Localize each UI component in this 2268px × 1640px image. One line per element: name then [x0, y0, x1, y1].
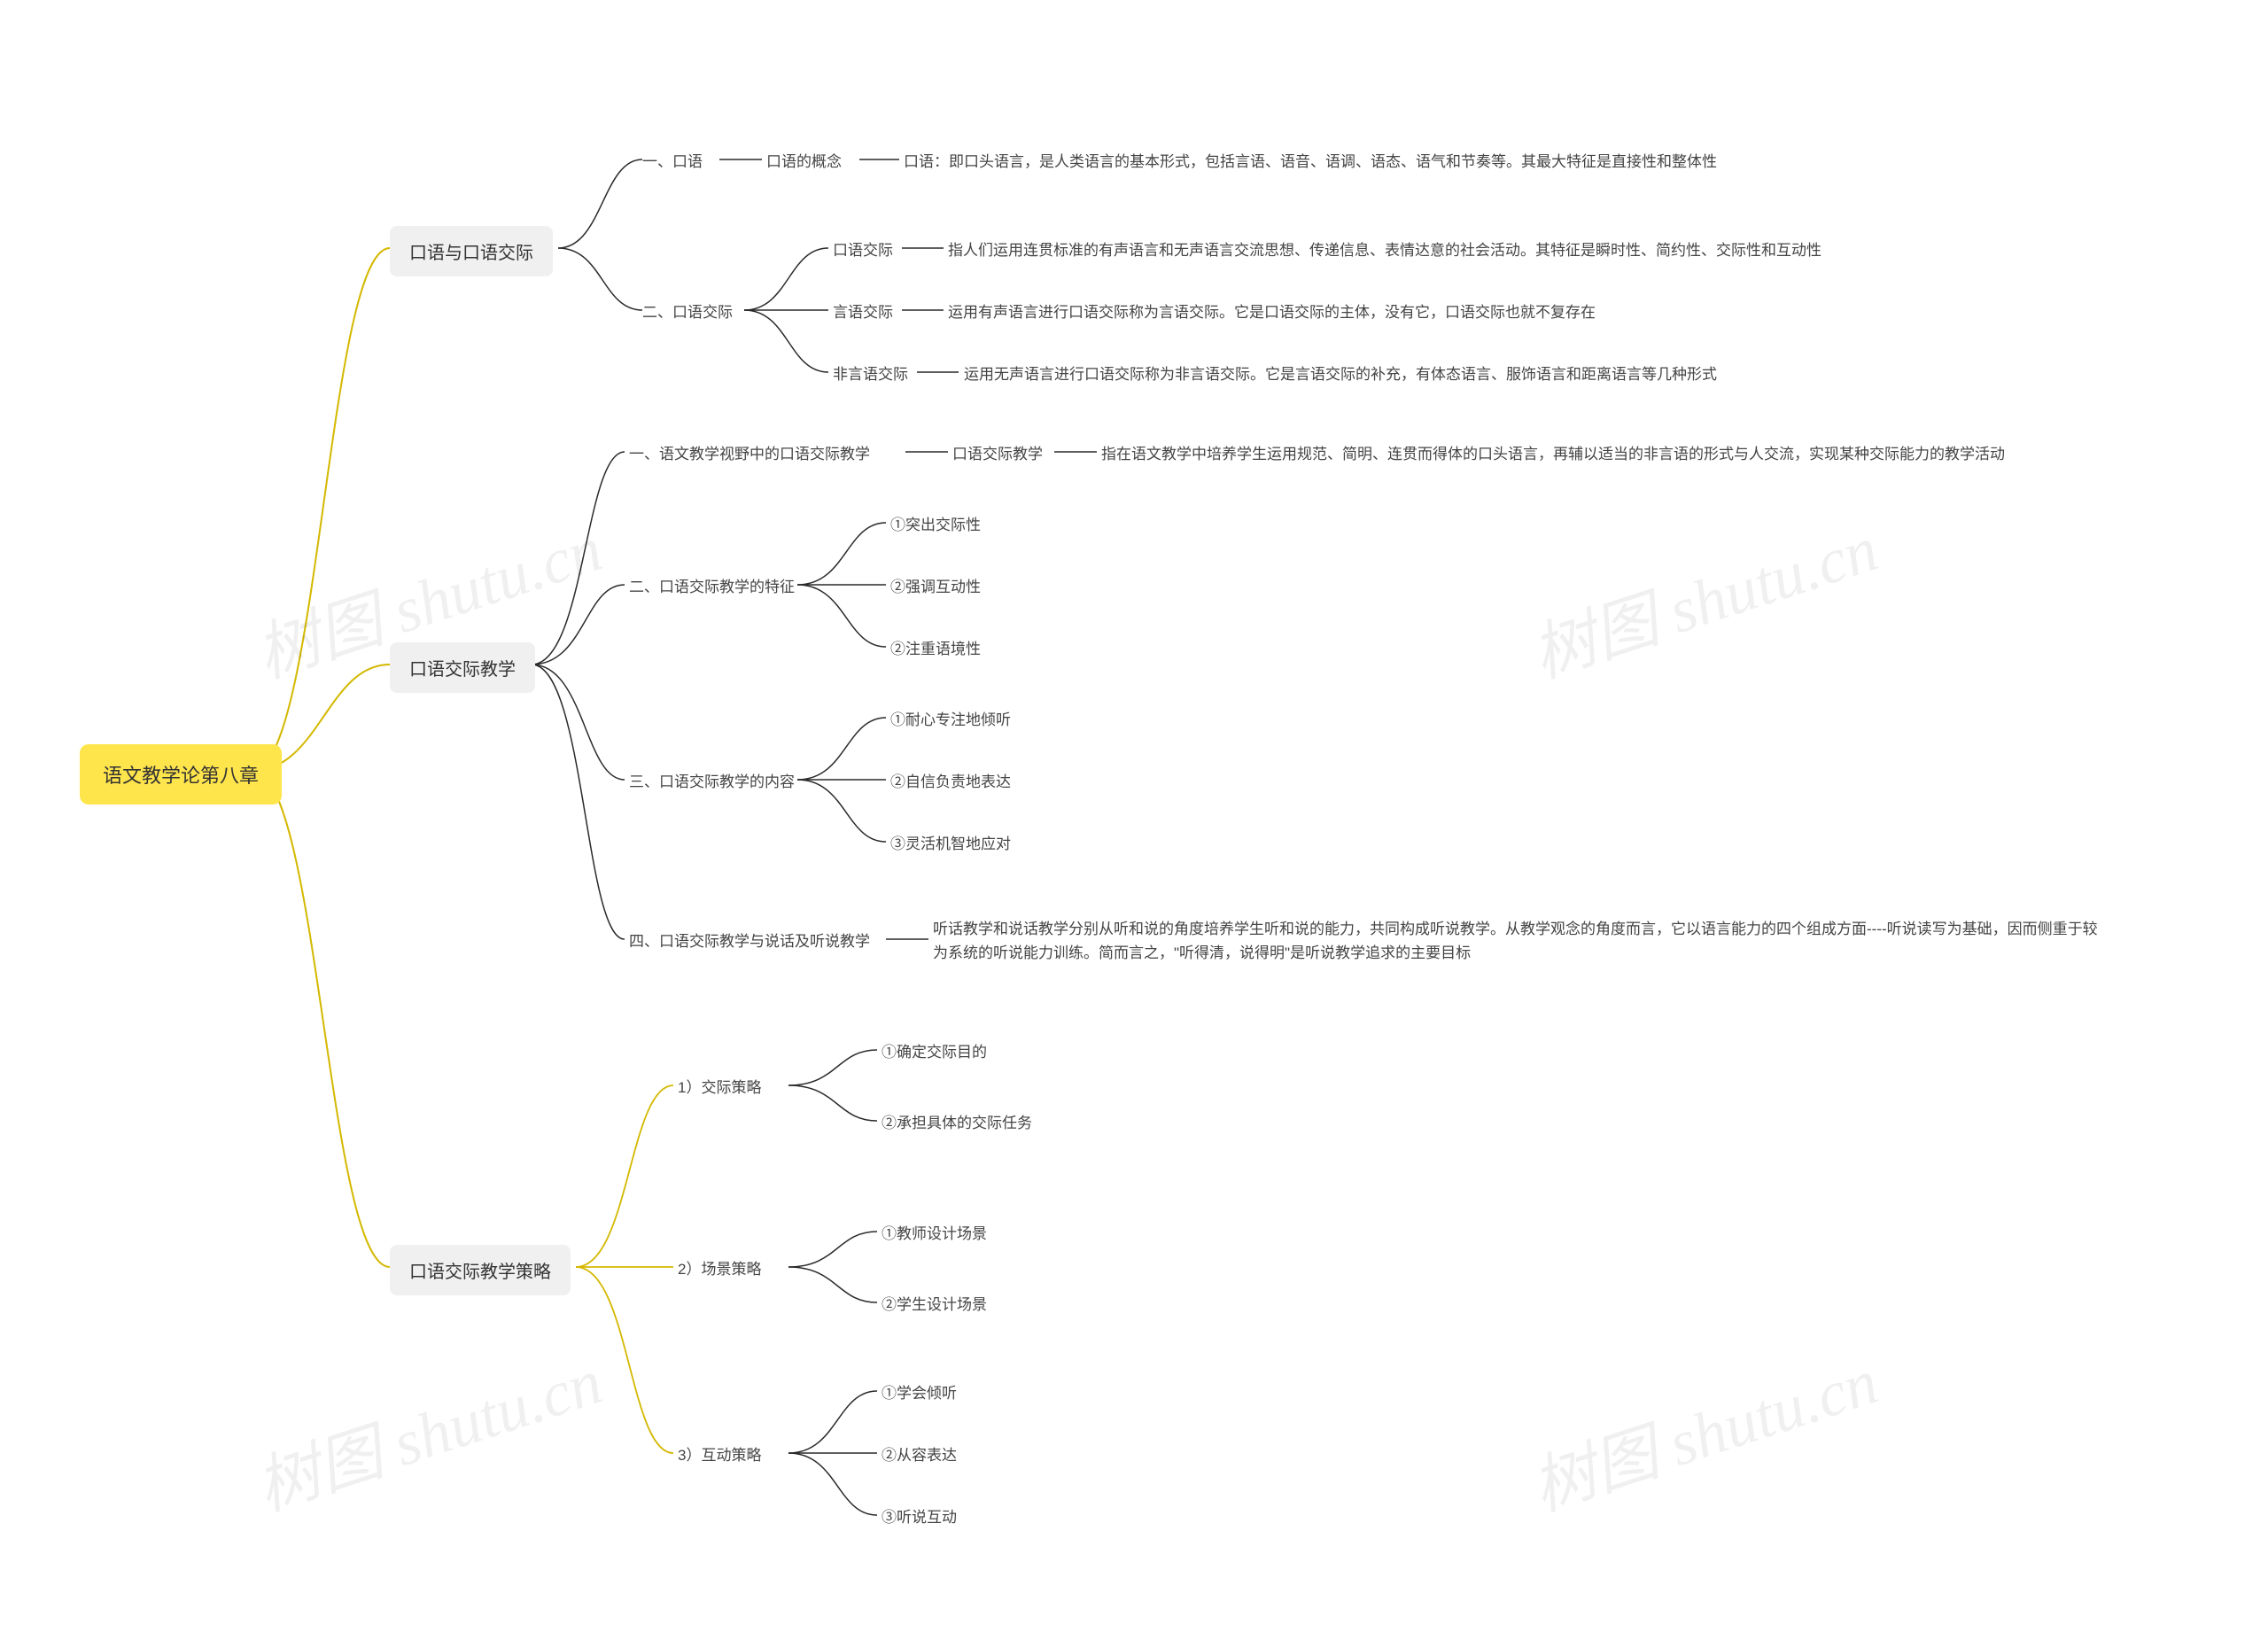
leaf-b3-2-0: ①教师设计场景 — [882, 1221, 987, 1243]
node-b1-2-3[interactable]: 非言语交际 — [833, 361, 908, 384]
watermark: 树图 shutu.cn — [243, 1329, 612, 1528]
branch-label: 口语与口语交际 — [409, 238, 533, 264]
node-b3-3[interactable]: 3）互动策略 — [678, 1442, 761, 1465]
node-b2-3[interactable]: 三、口语交际教学的内容 — [629, 769, 795, 791]
node-b1-2[interactable]: 二、口语交际 — [642, 299, 733, 322]
node-b2-1-child[interactable]: 口语交际教学 — [952, 441, 1043, 463]
leaf-b3-1-0: ①确定交际目的 — [882, 1039, 987, 1061]
node-b3-1[interactable]: 1）交际策略 — [678, 1075, 761, 1097]
leaf-b3-3-1: ②从容表达 — [882, 1442, 957, 1465]
leaf-b2-2-1: ②强调互动性 — [890, 574, 981, 596]
node-b2-4[interactable]: 四、口语交际教学与说话及听说教学 — [629, 929, 870, 951]
node-b3-2[interactable]: 2）场景策略 — [678, 1256, 761, 1279]
leaf-b1-2-2: 运用有声语言进行口语交际称为言语交际。它是口语交际的主体，没有它，口语交际也就不… — [948, 299, 1596, 322]
node-b2-1[interactable]: 一、语文教学视野中的口语交际教学 — [629, 441, 870, 463]
leaf-b2-3-0: ①耐心专注地倾听 — [890, 707, 1011, 729]
leaf-b3-2-1: ②学生设计场景 — [882, 1292, 987, 1314]
branch-teaching[interactable]: 口语交际教学 — [390, 642, 535, 693]
branch-speech[interactable]: 口语与口语交际 — [390, 226, 553, 276]
watermark: 树图 shutu.cn — [1518, 496, 1888, 696]
node-b1-1[interactable]: 一、口语 — [642, 149, 703, 171]
leaf-b2-3-2: ③灵活机智地应对 — [890, 831, 1011, 853]
node-b2-2[interactable]: 二、口语交际教学的特征 — [629, 574, 795, 596]
leaf-b3-3-0: ①学会倾听 — [882, 1380, 957, 1403]
branch-label: 口语交际教学 — [409, 655, 516, 680]
branch-strategy[interactable]: 口语交际教学策略 — [390, 1245, 571, 1295]
leaf-b3-1-1: ②承担具体的交际任务 — [882, 1110, 1032, 1132]
leaf-b2-2-0: ①突出交际性 — [890, 512, 981, 534]
leaf-b2-4: 听话教学和说话教学分别从听和说的角度培养学生听和说的能力，共同构成听说教学。从教… — [933, 917, 2102, 965]
node-b1-1-1[interactable]: 口语的概念 — [766, 149, 842, 171]
leaf-b3-3-2: ③听说互动 — [882, 1504, 957, 1527]
leaf-b2-2-2: ②注重语境性 — [890, 636, 981, 658]
root-node[interactable]: 语文教学论第八章 — [80, 744, 282, 804]
leaf-b2-3-1: ②自信负责地表达 — [890, 769, 1011, 791]
branch-label: 口语交际教学策略 — [409, 1257, 551, 1283]
leaf-b1-2-3: 运用无声语言进行口语交际称为非言语交际。它是言语交际的补充，有体态语言、服饰语言… — [964, 361, 1717, 384]
leaf-b1-1-1: 口语：即口头语言，是人类语言的基本形式，包括言语、语音、语调、语态、语气和节奏等… — [904, 149, 1717, 171]
node-b1-2-1[interactable]: 口语交际 — [833, 237, 893, 260]
node-b1-2-2[interactable]: 言语交际 — [833, 299, 893, 322]
leaf-b2-1: 指在语文教学中培养学生运用规范、简明、连贯而得体的口头语言，再辅以适当的非言语的… — [1101, 441, 2005, 463]
watermark: 树图 shutu.cn — [1518, 1329, 1888, 1528]
root-label: 语文教学论第八章 — [103, 760, 259, 789]
leaf-b1-2-1: 指人们运用连贯标准的有声语言和无声语言交流思想、传递信息、表情达意的社会活动。其… — [948, 237, 1821, 260]
